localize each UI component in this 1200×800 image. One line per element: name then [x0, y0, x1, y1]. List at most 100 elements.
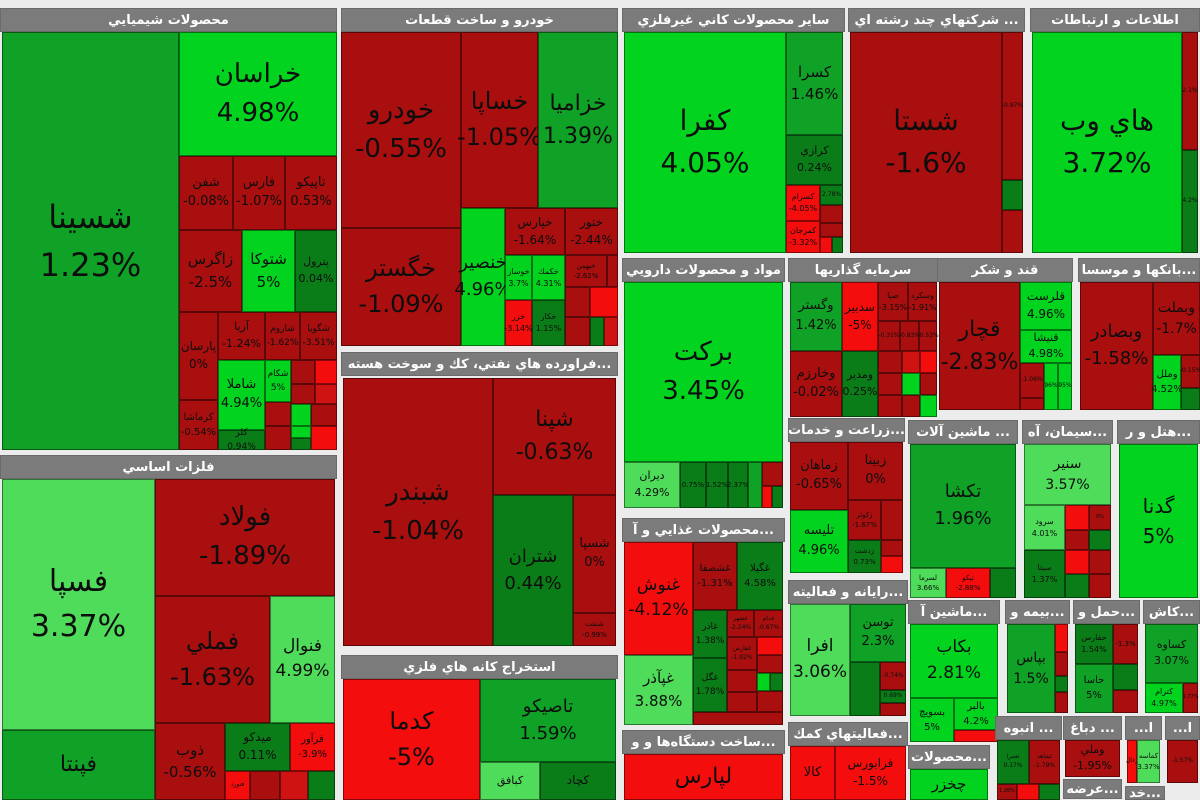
treemap-cell-mining-1[interactable]: تاصيكو 1.59% — [480, 679, 616, 762]
treemap-cell-mining-3[interactable]: كچاد — [540, 762, 616, 800]
treemap-cell-rayane-3[interactable]: -0.74% — [880, 662, 906, 690]
treemap-cell-mashin-0[interactable]: تكشا 1.96% — [910, 444, 1016, 568]
treemap-cell-haml-2[interactable]: حاسا 5% — [1075, 664, 1113, 713]
treemap-cell-bime-4[interactable] — [1055, 692, 1068, 713]
treemap-cell-chem-4[interactable]: تاپيكو 0.53% — [285, 156, 337, 230]
treemap-cell-food-4[interactable]: غشهر -2.24% — [727, 610, 754, 637]
treemap-cell-cement-10[interactable] — [1089, 574, 1111, 598]
treemap-cell-chem-20[interactable] — [265, 402, 291, 426]
treemap-cell-kani-7[interactable] — [820, 223, 843, 237]
treemap-cell-food-13[interactable] — [727, 670, 757, 692]
treemap-cell-auto-14[interactable] — [590, 287, 618, 317]
treemap-cell-food-3[interactable]: غاذر 1.38% — [693, 610, 727, 658]
treemap-cell-food-12[interactable] — [770, 673, 783, 691]
treemap-cell-chem-10[interactable]: شاروم -1.62% — [265, 312, 300, 360]
treemap-cell-invest-5[interactable]: -0.83% — [899, 321, 920, 351]
treemap-cell-food-10[interactable] — [757, 655, 783, 673]
treemap-cell-auto-4[interactable]: خنصير 4.96% — [454, 208, 512, 346]
treemap-cell-haml-0[interactable]: حفارس 1.54% — [1075, 624, 1113, 664]
treemap-cell-oil-4[interactable]: شنفت -0.99% — [573, 613, 616, 646]
treemap-cell-food-7[interactable]: غپآذر 3.88% — [624, 655, 693, 725]
treemap-cell-pharma-2[interactable]: 0.75% — [680, 462, 706, 508]
treemap-cell-mashin-a-1[interactable]: بسويچ 5% — [910, 698, 954, 742]
treemap-cell-chem-7[interactable]: پترول 0.04% — [295, 230, 337, 312]
treemap-cell-auto-2[interactable]: خزاميا 1.39% — [538, 32, 618, 208]
treemap-cell-banks-4[interactable] — [1181, 388, 1200, 410]
treemap-cell-kani-5[interactable]: 2.78% — [820, 185, 843, 205]
treemap-cell-chem-11[interactable]: شگويا -3.51% — [300, 312, 337, 360]
treemap-cell-auto-11[interactable]: خزر -3.14% — [504, 300, 533, 346]
treemap-cell-rayane-2[interactable] — [850, 662, 880, 716]
treemap-cell-metals-1[interactable]: فولاد -1.89% — [155, 479, 335, 596]
treemap-cell-food-11[interactable] — [757, 673, 770, 691]
treemap-cell-banks-0[interactable]: وبصادر -1.58% — [1080, 282, 1153, 410]
treemap-cell-auto-15[interactable] — [565, 317, 590, 346]
treemap-cell-rayane-5[interactable] — [880, 703, 906, 716]
treemap-cell-chem-5[interactable]: زاگرس -2.5% — [179, 230, 242, 312]
treemap-cell-kash-0[interactable]: كساوه 3.07% — [1145, 624, 1198, 683]
treemap-cell-agri-3[interactable]: زكوثر -1.67% — [848, 500, 881, 540]
treemap-cell-coal-1[interactable]: كماسه 3.37% — [1137, 740, 1160, 783]
treemap-cell-pharma-8[interactable] — [772, 486, 783, 508]
treemap-cell-oil-0[interactable]: شبندر -1.04% — [343, 378, 493, 646]
treemap-cell-agri-7[interactable] — [881, 556, 903, 573]
treemap-cell-it-2[interactable]: 4.2% — [1182, 150, 1198, 253]
treemap-cell-auto-10[interactable] — [607, 255, 618, 287]
treemap-cell-chem-18[interactable] — [291, 384, 315, 404]
treemap-cell-agri-6[interactable] — [881, 540, 903, 556]
treemap-cell-pharma-7[interactable] — [762, 486, 772, 508]
treemap-cell-food-15[interactable] — [757, 691, 783, 712]
treemap-cell-auto-17[interactable] — [604, 317, 618, 346]
treemap-cell-pharma-1[interactable]: ديران 4.29% — [624, 462, 680, 508]
treemap-cell-other-mines-0[interactable]: -1.57% — [1167, 740, 1198, 783]
treemap-cell-agri-1[interactable]: زبينا 0% — [848, 442, 903, 500]
treemap-cell-invest-7[interactable]: وخارزم -0.02% — [790, 351, 842, 417]
treemap-cell-auto-5[interactable]: خپارس -1.64% — [505, 208, 565, 255]
treemap-cell-food-8[interactable]: غگل 1.78% — [693, 658, 727, 712]
treemap-cell-bime-3[interactable] — [1055, 676, 1068, 692]
treemap-cell-food-1[interactable]: غشصفا -1.31% — [693, 542, 737, 610]
treemap-cell-chem-24[interactable] — [291, 426, 311, 438]
treemap-cell-metals-0[interactable]: فسپا 3.37% — [2, 479, 155, 730]
treemap-cell-invest-4[interactable]: -0.31% — [878, 321, 900, 351]
treemap-cell-pharma-6[interactable] — [762, 462, 783, 486]
treemap-cell-auto-16[interactable] — [590, 317, 604, 346]
treemap-cell-mashin-a-0[interactable]: بكاب 2.81% — [910, 624, 998, 698]
treemap-cell-chem-0[interactable]: شسينا 1.23% — [2, 32, 179, 450]
treemap-cell-auto-12[interactable]: خكار 1.15% — [532, 300, 565, 346]
treemap-cell-food-2[interactable]: غگيلا 4.58% — [737, 542, 783, 610]
treemap-cell-cement-7[interactable] — [1065, 550, 1089, 574]
treemap-cell-anbooh-0[interactable]: ثعمرا 0.17% — [997, 740, 1029, 784]
treemap-cell-bime-0[interactable]: بپاس 1.5% — [1007, 624, 1055, 713]
treemap-cell-agri-5[interactable]: زدشت 0.73% — [848, 540, 881, 573]
treemap-cell-metals-8[interactable]: فنورد — [225, 771, 250, 800]
treemap-cell-sugar-0[interactable]: قچار -2.83% — [939, 282, 1020, 410]
treemap-cell-invest-2[interactable]: صبا -3.15% — [878, 282, 908, 321]
treemap-cell-multi-3[interactable] — [1002, 210, 1023, 253]
treemap-cell-multi-0[interactable]: شستا -1.6% — [850, 32, 1002, 253]
treemap-cell-multi-1[interactable]: -0.97% — [1002, 32, 1023, 180]
treemap-cell-sugar-6[interactable] — [1020, 398, 1044, 410]
treemap-cell-chem-15[interactable]: كلر 0.94% — [218, 428, 265, 452]
treemap-cell-agri-0[interactable]: زماهان -0.65% — [790, 442, 848, 510]
treemap-cell-chem-23[interactable] — [265, 426, 291, 450]
treemap-cell-invest-9[interactable] — [878, 351, 902, 373]
treemap-cell-mining-0[interactable]: كدما -5% — [343, 679, 480, 800]
treemap-cell-cement-4[interactable]: 0% — [1089, 505, 1111, 530]
treemap-cell-cement-9[interactable] — [1065, 574, 1089, 598]
treemap-cell-auto-8[interactable]: خكمك 4.31% — [532, 255, 565, 300]
treemap-cell-chem-14[interactable]: كرماشا -0.54% — [179, 400, 218, 450]
treemap-cell-anbooh-4[interactable] — [1039, 784, 1060, 800]
treemap-cell-auto-9[interactable]: خبهمن -2.62% — [565, 255, 607, 287]
treemap-cell-invest-13[interactable] — [902, 373, 920, 395]
treemap-cell-kani-0[interactable]: كفرا 4.05% — [624, 32, 786, 253]
treemap-cell-mashin-1[interactable]: لسرما 3.66% — [910, 568, 946, 598]
treemap-cell-anbooh-3[interactable] — [1017, 784, 1039, 800]
treemap-cell-chem-13[interactable]: شكام 5% — [265, 360, 291, 402]
treemap-cell-auto-7[interactable]: خوساز 3.7% — [505, 255, 532, 300]
treemap-cell-invest-10[interactable] — [902, 351, 920, 373]
treemap-cell-cement-2[interactable]: سيتا 1.37% — [1024, 550, 1065, 598]
treemap-cell-kash-2[interactable]: 1.77% — [1183, 683, 1198, 713]
treemap-cell-invest-12[interactable] — [878, 373, 902, 395]
treemap-cell-chem-21[interactable] — [291, 404, 311, 426]
